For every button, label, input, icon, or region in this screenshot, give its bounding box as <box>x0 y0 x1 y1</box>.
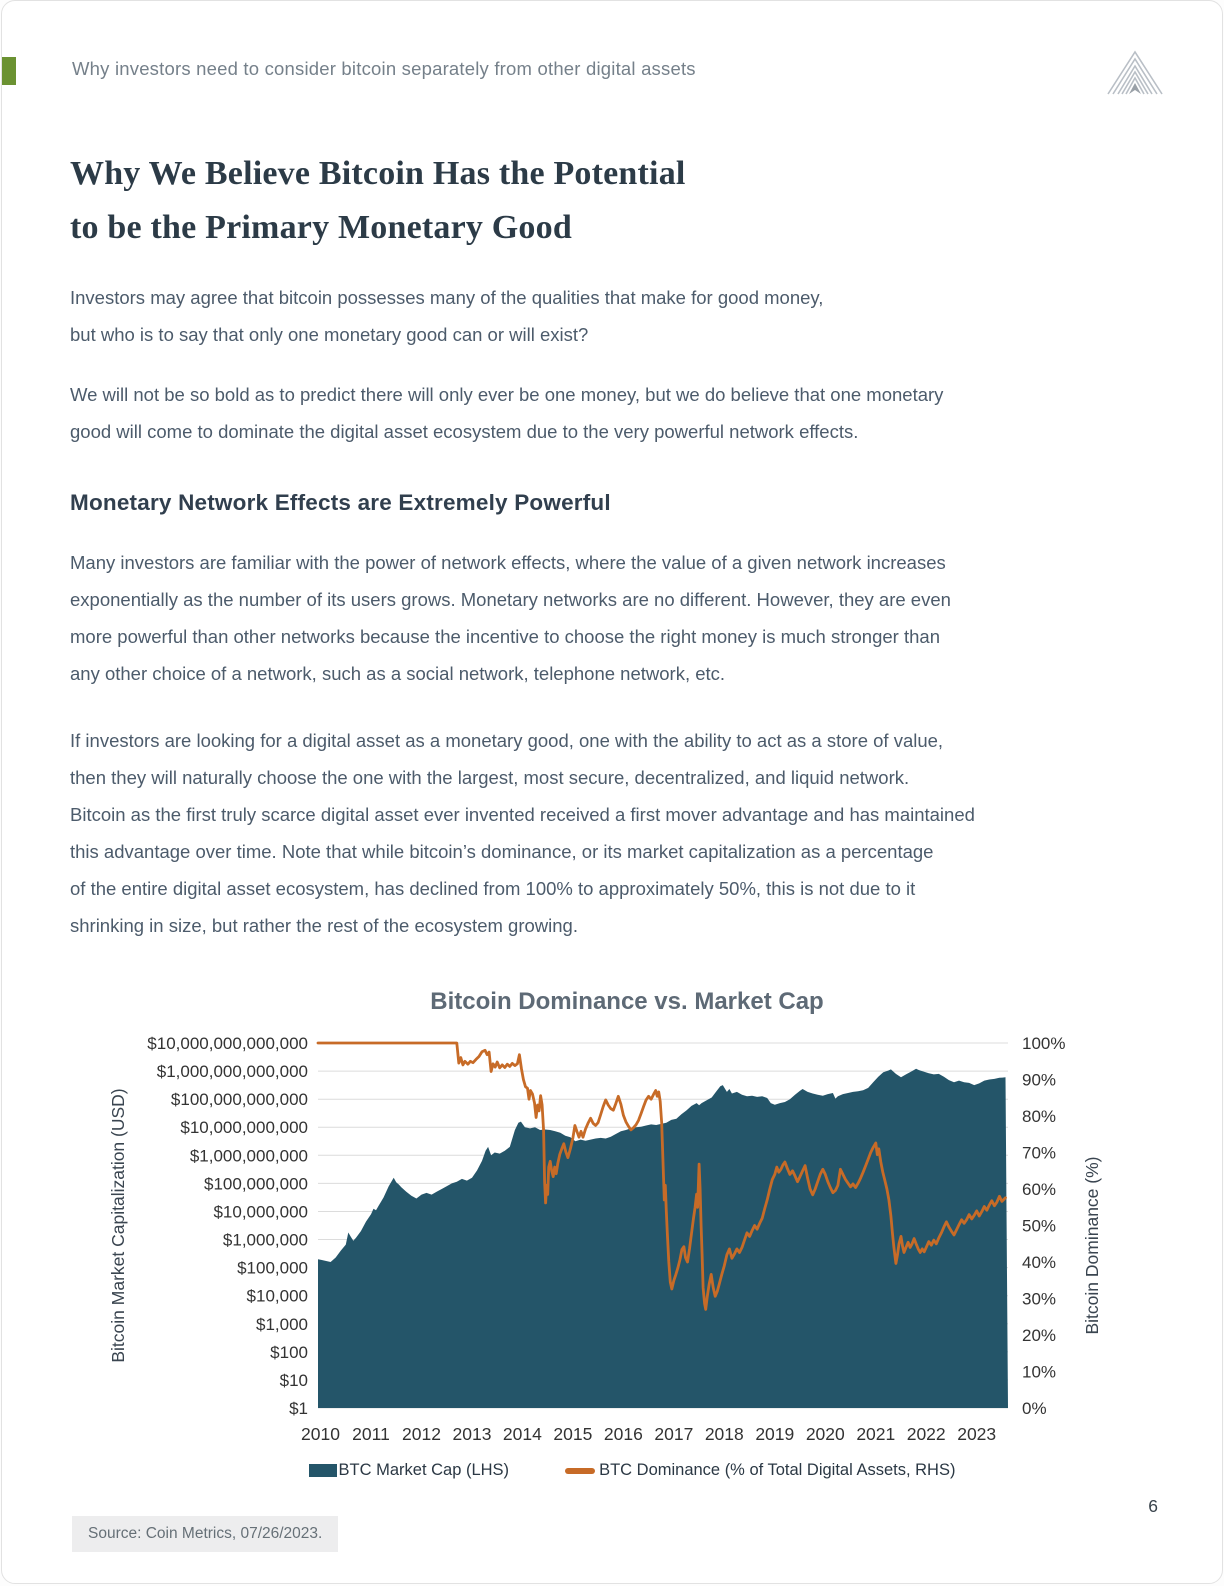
svg-text:20%: 20% <box>1022 1326 1056 1345</box>
green-accent-bar <box>2 57 16 85</box>
svg-text:$1,000,000: $1,000,000 <box>223 1231 308 1250</box>
svg-text:$1,000,000,000: $1,000,000,000 <box>190 1146 308 1165</box>
svg-text:$10,000,000,000,000: $10,000,000,000,000 <box>147 1034 308 1053</box>
source-note: Source: Coin Metrics, 07/26/2023. <box>72 1516 339 1552</box>
legend-item-market-cap: BTC Market Cap (LHS) <box>308 1461 510 1480</box>
svg-text:$1: $1 <box>289 1399 308 1418</box>
svg-text:40%: 40% <box>1022 1253 1056 1272</box>
paragraph-second: We will not be so bold as to predict the… <box>70 384 944 442</box>
section-heading: Monetary Network Effects are Extremely P… <box>70 490 611 515</box>
svg-text:$1,000,000,000,000: $1,000,000,000,000 <box>157 1062 308 1081</box>
svg-text:2023: 2023 <box>957 1424 996 1444</box>
paragraph-lead: Investors may agree that bitcoin possess… <box>70 287 824 345</box>
svg-text:Bitcoin Dominance (%): Bitcoin Dominance (%) <box>1082 1157 1102 1335</box>
svg-text:$10,000,000: $10,000,000 <box>213 1203 308 1222</box>
chart-title: Bitcoin Dominance vs. Market Cap <box>430 988 824 1015</box>
svg-text:2016: 2016 <box>604 1424 643 1444</box>
svg-text:2022: 2022 <box>907 1424 946 1444</box>
paragraph-third: Many investors are familiar with the pow… <box>70 552 951 684</box>
page-title: Why We Believe Bitcoin Has the Potential… <box>70 155 686 246</box>
svg-text:90%: 90% <box>1022 1071 1056 1090</box>
svg-text:2017: 2017 <box>654 1424 693 1444</box>
svg-text:80%: 80% <box>1022 1107 1056 1126</box>
svg-text:2018: 2018 <box>705 1424 744 1444</box>
page-number: 6 <box>1148 1496 1158 1516</box>
svg-text:30%: 30% <box>1022 1290 1056 1309</box>
svg-text:70%: 70% <box>1022 1144 1056 1163</box>
svg-text:2021: 2021 <box>856 1424 895 1444</box>
svg-text:50%: 50% <box>1022 1217 1056 1236</box>
svg-text:$1,000: $1,000 <box>256 1315 308 1334</box>
chart-legend: BTC Market Cap (LHS) BTC Dominance (% of… <box>110 1461 1154 1480</box>
svg-text:2010: 2010 <box>301 1424 340 1444</box>
svg-text:10%: 10% <box>1022 1363 1056 1382</box>
market-cap-swatch <box>308 1464 337 1477</box>
page-header: Why investors need to consider bitcoin s… <box>2 50 1163 101</box>
svg-text:2011: 2011 <box>352 1424 390 1444</box>
svg-text:2019: 2019 <box>755 1424 794 1444</box>
svg-text:$10,000: $10,000 <box>247 1287 308 1306</box>
svg-text:$100,000,000,000: $100,000,000,000 <box>171 1090 308 1109</box>
svg-text:$10: $10 <box>280 1371 308 1390</box>
svg-text:$10,000,000,000: $10,000,000,000 <box>180 1118 308 1137</box>
paragraph-fourth: If investors are looking for a digital a… <box>70 730 975 936</box>
svg-text:0%: 0% <box>1022 1399 1047 1418</box>
svg-text:2020: 2020 <box>806 1424 845 1444</box>
svg-text:2015: 2015 <box>553 1424 592 1444</box>
svg-text:2013: 2013 <box>453 1424 492 1444</box>
dominance-line-swatch <box>565 1467 596 1474</box>
dominance-vs-marketcap-chart: $10,000,000,000,000$1,000,000,000,000$10… <box>108 1034 1102 1444</box>
svg-text:100%: 100% <box>1022 1034 1065 1053</box>
legend-label: BTC Market Cap (LHS) <box>338 1461 510 1479</box>
svg-text:2012: 2012 <box>402 1424 441 1444</box>
svg-text:2014: 2014 <box>503 1424 542 1444</box>
legend-item-dominance: BTC Dominance (% of Total Digital Assets… <box>565 1461 955 1480</box>
header-eyebrow: Why investors need to consider bitcoin s… <box>72 58 696 79</box>
svg-text:$100,000,000: $100,000,000 <box>204 1174 308 1193</box>
legend-label: BTC Dominance (% of Total Digital Assets… <box>599 1461 956 1479</box>
svg-text:$100: $100 <box>270 1343 308 1362</box>
svg-text:$100,000: $100,000 <box>237 1259 308 1278</box>
svg-text:60%: 60% <box>1022 1180 1056 1199</box>
company-logo-icon <box>1106 47 1164 104</box>
chart-figure: Bitcoin Dominance vs. Market Cap $10,000… <box>70 988 1154 1480</box>
svg-text:Bitcoin Market Capitalization: Bitcoin Market Capitalization (USD) <box>108 1088 128 1362</box>
